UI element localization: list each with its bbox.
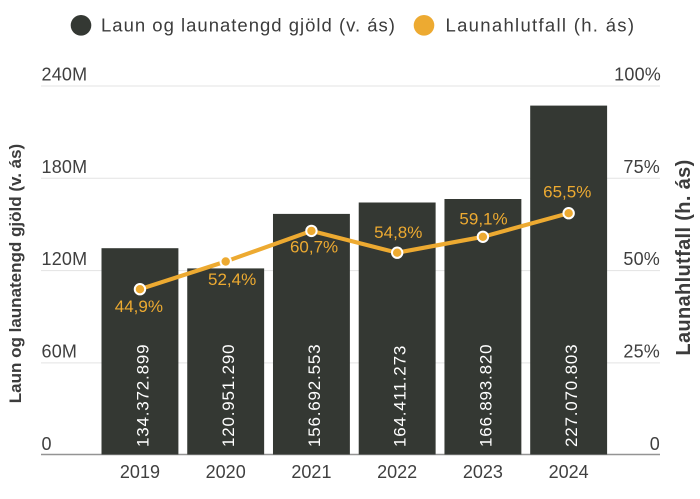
svg-text:65,5%: 65,5%: [543, 182, 591, 201]
svg-text:120M: 120M: [42, 249, 88, 269]
svg-text:Laun og launatengd gjöld (v. á: Laun og launatengd gjöld (v. ás): [6, 144, 25, 403]
svg-text:60,7%: 60,7%: [290, 237, 338, 256]
svg-text:50%: 50%: [623, 249, 660, 269]
svg-text:Launahlutfall (h. ás): Launahlutfall (h. ás): [446, 15, 636, 36]
svg-text:2020: 2020: [206, 462, 246, 482]
svg-text:2021: 2021: [291, 462, 331, 482]
svg-text:227.070.803: 227.070.803: [562, 344, 581, 447]
svg-text:44,9%: 44,9%: [115, 297, 163, 316]
svg-text:0: 0: [42, 434, 52, 454]
svg-text:120.951.290: 120.951.290: [219, 344, 238, 447]
svg-text:54,8%: 54,8%: [374, 223, 422, 242]
svg-text:2022: 2022: [377, 462, 417, 482]
svg-text:0: 0: [650, 434, 660, 454]
svg-text:156.692.553: 156.692.553: [305, 344, 324, 447]
svg-text:134.372.899: 134.372.899: [133, 344, 152, 447]
svg-text:52,4%: 52,4%: [208, 270, 256, 289]
svg-text:Launahlutfall (h. ás): Launahlutfall (h. ás): [673, 159, 695, 355]
svg-text:75%: 75%: [623, 157, 660, 177]
svg-text:60M: 60M: [42, 341, 78, 361]
svg-text:166.893.820: 166.893.820: [476, 344, 495, 447]
svg-text:240M: 240M: [42, 65, 88, 85]
svg-text:25%: 25%: [623, 341, 660, 361]
svg-text:Laun og launatengd gjöld (v. á: Laun og launatengd gjöld (v. ás): [101, 15, 396, 36]
svg-text:2023: 2023: [463, 462, 503, 482]
svg-text:2024: 2024: [549, 462, 589, 482]
svg-text:180M: 180M: [42, 157, 88, 177]
svg-text:2019: 2019: [120, 462, 160, 482]
svg-text:59,1%: 59,1%: [459, 210, 507, 229]
svg-text:164.411.273: 164.411.273: [391, 345, 410, 447]
svg-text:100%: 100%: [614, 65, 661, 85]
